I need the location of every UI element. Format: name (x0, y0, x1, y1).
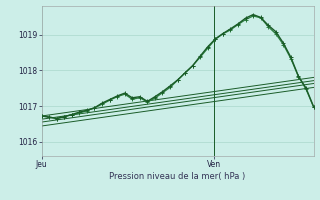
X-axis label: Pression niveau de la mer( hPa ): Pression niveau de la mer( hPa ) (109, 172, 246, 181)
